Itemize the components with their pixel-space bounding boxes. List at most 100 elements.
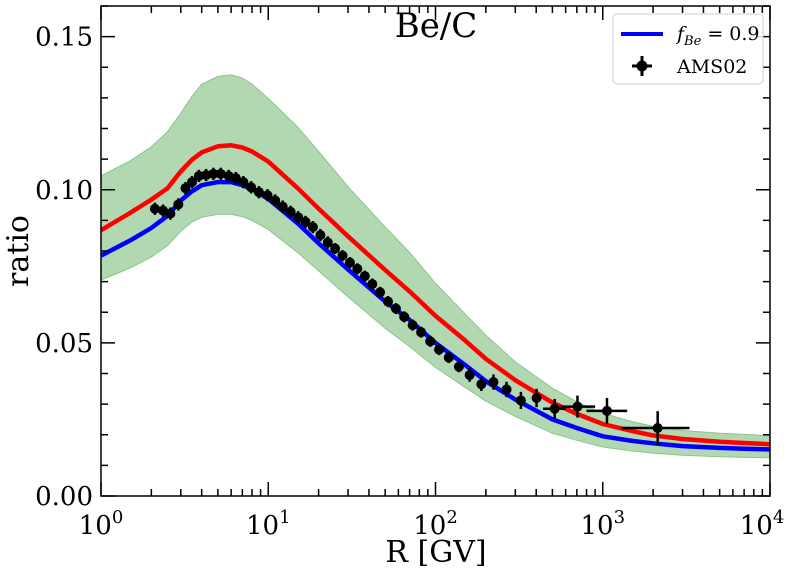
data-point-marker (383, 296, 394, 307)
x-tick-label: 101 (246, 507, 291, 541)
data-point (270, 194, 281, 207)
legend-line-label-sub: Be (683, 34, 702, 49)
data-point-marker (488, 377, 499, 388)
data-point-marker (652, 423, 663, 434)
legend-points-label: AMS02 (676, 56, 747, 78)
data-point (208, 167, 219, 180)
data-point (246, 181, 257, 194)
data-point (425, 335, 436, 347)
data-point (230, 171, 241, 185)
data-point (352, 263, 363, 275)
data-point-marker (246, 182, 257, 193)
y-tick-label: 0.05 (35, 329, 93, 359)
x-axis-title: R [GV] (385, 535, 486, 570)
data-point-marker (270, 195, 281, 206)
data-point-marker (549, 403, 560, 414)
data-point (416, 326, 427, 338)
data-point (307, 220, 318, 234)
data-point (443, 352, 454, 364)
data-point (399, 311, 410, 323)
data-point (285, 205, 296, 218)
data-point-marker (253, 187, 264, 198)
y-tick-label: 0.10 (35, 176, 93, 206)
data-point-marker (453, 361, 464, 372)
data-point (586, 398, 628, 424)
data-point (322, 236, 333, 249)
data-point (621, 411, 690, 445)
series-line-red (99, 143, 771, 447)
data-point-marker (601, 405, 612, 416)
x-tick-label: 102 (413, 507, 458, 541)
data-point-marker (344, 257, 355, 268)
data-point-marker (315, 230, 326, 241)
data-point-marker (425, 336, 436, 347)
data-point (488, 374, 499, 390)
data-point-marker (337, 250, 348, 261)
data-point-marker (322, 237, 333, 248)
data-point-marker (476, 379, 487, 390)
data-point (337, 250, 348, 262)
data-point-marker (215, 168, 226, 179)
series-layer (99, 143, 771, 452)
legend: fBe = 0.9 AMS02 (612, 13, 764, 85)
data-point-marker (359, 271, 370, 282)
data-point-marker (407, 320, 418, 331)
data-point (501, 381, 512, 398)
data-point (173, 198, 184, 211)
y-tick-label: 0.15 (35, 23, 93, 53)
data-point (367, 278, 378, 290)
data-point (186, 175, 197, 189)
data-point-marker (186, 177, 197, 188)
data-point (293, 211, 304, 224)
data-point-marker (375, 287, 386, 298)
data-point-marker (352, 263, 363, 274)
uncertainty-band-layer (100, 74, 771, 459)
data-point (383, 296, 394, 308)
data-point-marker (390, 303, 401, 314)
data-point-marker (464, 370, 475, 381)
data-point (238, 175, 249, 189)
legend-line-label-suffix: = 0.9 (701, 23, 759, 45)
data-point (180, 182, 191, 195)
data-point (253, 186, 264, 199)
data-point-marker (300, 216, 311, 227)
data-point (407, 319, 418, 331)
data-point (453, 361, 464, 373)
data-point (560, 395, 596, 418)
data-point (543, 398, 566, 419)
data-point (531, 388, 542, 408)
y-axis-title: ratio (1, 215, 36, 287)
data-point-marker (180, 183, 191, 194)
data-point-marker (531, 393, 542, 403)
ticks-layer (100, 5, 771, 497)
data-point-marker (330, 243, 341, 254)
data-point (315, 228, 326, 242)
y-tick-label: 0.00 (35, 482, 93, 512)
data-point (300, 215, 311, 229)
data-point-marker (277, 201, 288, 212)
data-point-marker (572, 401, 583, 412)
data-point-marker (173, 199, 184, 210)
data-point-marker (238, 177, 249, 188)
data-point-marker (434, 344, 445, 355)
data-point (515, 391, 526, 410)
data-point-marker (262, 190, 273, 201)
data-point-marker (165, 208, 176, 219)
x-tick-label: 100 (79, 507, 124, 541)
data-point-marker (230, 173, 241, 184)
x-tick-label: 104 (740, 507, 785, 541)
uncertainty-band (100, 74, 771, 459)
data-point-marker (367, 279, 378, 290)
data-point-marker (149, 203, 160, 214)
data-point (359, 270, 370, 282)
data-point (165, 207, 176, 220)
legend-line-label: fBe = 0.9 (675, 23, 760, 49)
data-point-marker (285, 206, 296, 217)
data-point-marker (443, 352, 454, 363)
legend-line-label-prefix: f (675, 23, 687, 45)
legend-points-swatch (632, 56, 652, 76)
tick-labels-layer: 0.00 0.05 0.10 0.15 100 101 102 103 104 (35, 23, 784, 541)
data-point (476, 377, 487, 391)
data-point (149, 202, 160, 215)
data-point (330, 243, 341, 255)
